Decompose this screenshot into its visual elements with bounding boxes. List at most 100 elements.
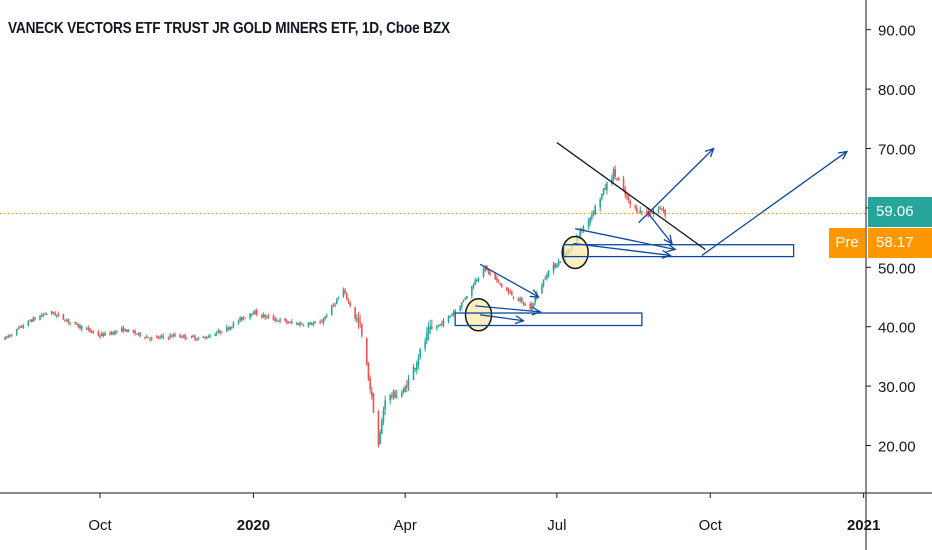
- candle-body: [506, 287, 508, 291]
- candle-body: [50, 311, 53, 314]
- candle-body: [274, 318, 276, 321]
- candle: [606, 181, 608, 195]
- candle-body: [320, 321, 323, 323]
- candle: [639, 206, 642, 214]
- candle-body: [67, 319, 70, 323]
- y-tick-label: 50.00: [878, 260, 916, 277]
- arrow-head: [661, 249, 672, 259]
- candle: [522, 301, 525, 306]
- candle: [310, 322, 313, 326]
- candle: [170, 333, 173, 338]
- candle-body: [205, 337, 208, 339]
- candle: [511, 290, 513, 296]
- candle: [494, 272, 496, 281]
- candle: [546, 272, 548, 281]
- candle-body: [637, 212, 640, 214]
- candle: [137, 332, 140, 336]
- candle: [484, 264, 486, 273]
- candle-body: [412, 366, 415, 380]
- candle: [289, 321, 291, 324]
- candle: [22, 323, 25, 329]
- candle: [227, 326, 230, 331]
- candle: [407, 374, 410, 391]
- candle: [264, 313, 266, 320]
- candle: [464, 297, 466, 301]
- candle: [45, 312, 48, 316]
- candle: [439, 323, 441, 326]
- candle: [139, 332, 141, 338]
- candle: [452, 309, 455, 317]
- candle-body: [289, 321, 291, 323]
- candle: [9, 334, 11, 338]
- candle-body: [401, 392, 403, 398]
- candle-body: [534, 297, 536, 303]
- candle: [477, 277, 480, 283]
- candle: [601, 193, 603, 201]
- candle: [347, 298, 350, 304]
- arrow-shaft: [479, 263, 539, 298]
- candle: [219, 329, 221, 336]
- candle-body: [124, 328, 126, 331]
- candle-body: [217, 330, 220, 333]
- candle-body: [661, 208, 663, 210]
- candle-body: [69, 322, 71, 324]
- candle-body: [190, 336, 193, 338]
- candle-body: [529, 304, 531, 310]
- candle-body: [92, 331, 95, 333]
- candle-body: [519, 299, 521, 301]
- candle: [109, 331, 111, 336]
- candle-body: [396, 395, 398, 397]
- candle-body: [287, 322, 290, 324]
- candle: [419, 347, 421, 360]
- y-tick-label: 90.00: [878, 23, 916, 40]
- candle-body: [404, 386, 406, 392]
- candle-body: [634, 205, 637, 208]
- candle-body: [589, 217, 592, 223]
- candle-body: [275, 319, 278, 321]
- candle: [661, 208, 663, 211]
- candle: [157, 335, 160, 340]
- candle-body: [427, 327, 430, 334]
- candle-body: [204, 336, 206, 339]
- candle: [230, 326, 233, 330]
- candle: [184, 333, 186, 341]
- candle: [382, 406, 385, 426]
- arrow-head: [666, 243, 677, 253]
- candle: [394, 389, 396, 399]
- candle-body: [601, 193, 603, 199]
- candle-body: [552, 264, 555, 272]
- candle-body: [134, 331, 136, 334]
- candle-body: [662, 209, 665, 212]
- candle: [115, 330, 118, 334]
- candle-body: [264, 314, 266, 318]
- candle-body: [439, 324, 441, 326]
- candle-body: [370, 391, 373, 396]
- candle-body: [104, 332, 106, 336]
- candle-body: [225, 327, 228, 332]
- candle-body: [541, 285, 543, 294]
- candle: [295, 321, 298, 326]
- candle-body: [639, 209, 642, 213]
- candle-body: [139, 332, 141, 337]
- candle: [507, 287, 510, 295]
- candle: [451, 313, 453, 317]
- candle-body: [300, 323, 303, 325]
- candle-body: [367, 363, 370, 380]
- candle-body: [184, 334, 186, 339]
- candle: [67, 318, 70, 325]
- candle: [614, 165, 617, 180]
- candle-body: [664, 210, 667, 216]
- candle-body: [297, 323, 300, 326]
- candle: [592, 209, 595, 217]
- candle-body: [284, 318, 286, 321]
- candle-body: [482, 268, 485, 277]
- candle: [190, 335, 193, 339]
- candle: [217, 328, 220, 334]
- candle: [634, 204, 637, 210]
- candle: [541, 283, 543, 294]
- candle-body: [159, 336, 161, 338]
- candle-body: [426, 332, 428, 342]
- candle-body: [179, 334, 181, 337]
- candle: [517, 297, 520, 302]
